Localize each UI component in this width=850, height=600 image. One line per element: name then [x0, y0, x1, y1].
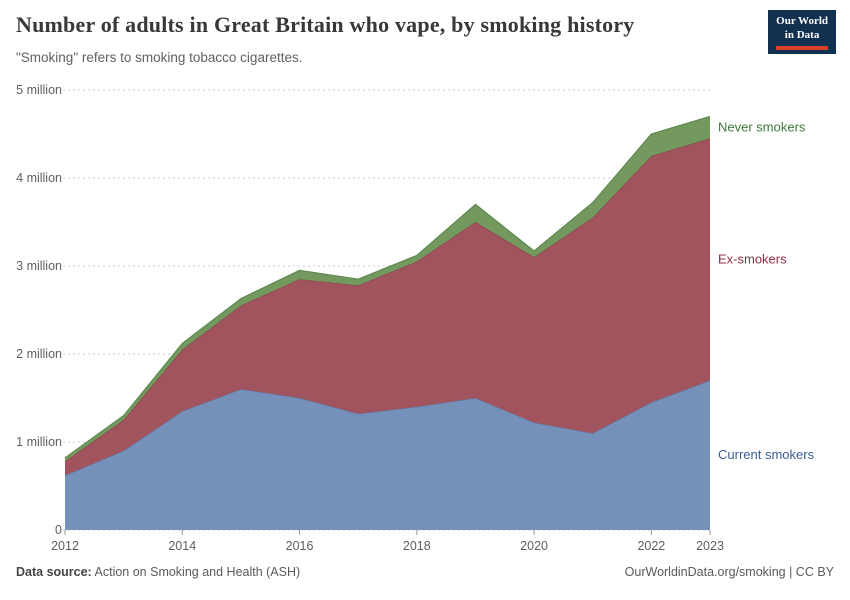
y-tick-label: 3 million	[16, 259, 62, 273]
series-label-ex-smokers: Ex-smokers	[718, 251, 787, 266]
data-source: Data source: Action on Smoking and Healt…	[16, 565, 300, 579]
area-ex-smokers	[65, 138, 710, 476]
chart-area: 0 1 million 2 million 3 million 4 million 5 m…	[0, 78, 850, 558]
owid-logo: Our World in Data	[768, 10, 836, 54]
x-tick-label: 2018	[403, 539, 431, 553]
x-tick-label: 2014	[168, 539, 196, 553]
y-tick-label: 0	[55, 523, 62, 537]
area-never-smokers	[65, 116, 710, 462]
y-tick-label: 4 million	[16, 171, 62, 185]
page-subtitle: "Smoking" refers to smoking tobacco ciga…	[16, 50, 303, 65]
series-label-current-smokers: Current smokers	[718, 447, 815, 462]
y-tick-label: 2 million	[16, 347, 62, 361]
area-current-smokers	[65, 380, 710, 530]
series-label-never-smokers: Never smokers	[718, 119, 806, 134]
x-tick-label: 2020	[520, 539, 548, 553]
stacked-area-chart: 0 1 million 2 million 3 million 4 million 5 m…	[16, 83, 815, 553]
x-tick-label: 2023	[696, 539, 724, 553]
x-tick-label: 2022	[637, 539, 665, 553]
y-tick-label: 1 million	[16, 435, 62, 449]
owid-logo-accent-bar	[776, 45, 828, 50]
x-tick-label: 2016	[286, 539, 314, 553]
chart-footer: Data source: Action on Smoking and Healt…	[16, 565, 834, 579]
data-source-label: Data source:	[16, 565, 92, 579]
edge-never-smokers	[64, 115, 711, 459]
y-tick-label: 5 million	[16, 83, 62, 97]
owid-link[interactable]: OurWorldinData.org/smoking | CC BY	[624, 565, 834, 579]
x-tick-label: 2012	[51, 539, 79, 553]
owid-logo-line1: Our World	[776, 15, 828, 27]
page-title: Number of adults in Great Britain who va…	[16, 12, 635, 37]
data-source-text: Action on Smoking and Health (ASH)	[91, 565, 301, 579]
owid-logo-line2: in Data	[784, 28, 820, 41]
